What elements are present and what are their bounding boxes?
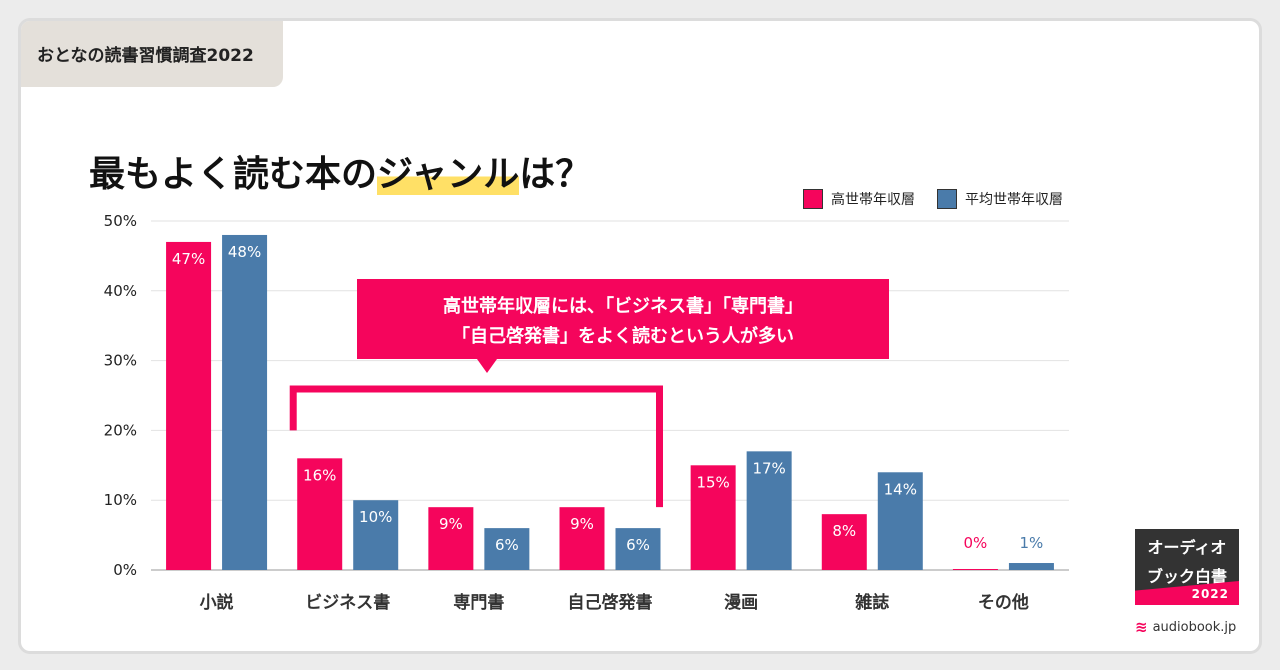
survey-tab: おとなの読書習慣調査2022	[21, 21, 283, 87]
category-label: 漫画	[724, 592, 758, 613]
category-label: 雑誌	[854, 592, 889, 613]
category-label: ビジネス書	[305, 592, 390, 613]
legend-item-high-income: 高世帯年収層	[803, 189, 915, 209]
brand-label: audiobook.jp	[1152, 619, 1237, 635]
legend-swatch-high-income	[803, 189, 823, 209]
category-label: その他	[978, 592, 1029, 613]
bar	[166, 241, 212, 570]
callout-line-1: 高世帯年収層には、「ビジネス書」「専門書」	[443, 296, 803, 317]
data-label: 9%	[570, 515, 594, 533]
data-label: 8%	[832, 522, 856, 540]
bar	[1008, 563, 1054, 570]
bar	[615, 528, 661, 570]
data-label: 10%	[359, 508, 392, 526]
brand-footer: ≋ audiobook.jp	[1135, 618, 1236, 636]
bar	[559, 507, 605, 570]
data-label: 1%	[1020, 534, 1044, 552]
legend: 高世帯年収層 平均世帯年収層	[803, 189, 1063, 209]
data-label: 47%	[172, 250, 205, 268]
bar	[821, 514, 867, 570]
bar-chart: 0% 10% 20% 30% 40% 50% 47% 48% 小説 16% 10% ビジネス書 9% 6%…	[104, 212, 1069, 613]
chart-card: おとなの読書習慣調査2022 最もよく読む本のジャンルは？ 高世帯年収層 平均世…	[18, 18, 1262, 654]
data-label: 0%	[964, 534, 988, 552]
bar	[746, 451, 792, 570]
callout-pointer	[477, 359, 497, 373]
y-tick-label: 50%	[104, 212, 137, 230]
title-post: は？	[519, 154, 592, 195]
y-tick-label: 30%	[104, 352, 137, 370]
category-label: 小説	[200, 592, 234, 613]
badge-top: オーディオ ブック白書	[1135, 529, 1239, 591]
legend-item-average-income: 平均世帯年収層	[937, 189, 1063, 209]
callout-line-2: 「自己啓発書」をよく読むという人が多い	[452, 326, 794, 347]
data-label: 14%	[884, 480, 917, 498]
chart-title: 最もよく読む本のジャンルは？	[89, 145, 591, 197]
data-label: 16%	[303, 466, 336, 484]
callout-box: 高世帯年収層には、「ビジネス書」「専門書」 「自己啓発書」をよく読むという人が多…	[357, 279, 889, 359]
y-tick-label: 0%	[113, 561, 137, 579]
y-tick-label: 40%	[104, 282, 137, 300]
title-highlight: ジャンル	[377, 154, 520, 195]
data-label: 17%	[752, 459, 785, 477]
data-label: 9%	[439, 515, 463, 533]
bar	[690, 465, 736, 570]
bar	[484, 528, 530, 570]
bar	[222, 234, 268, 570]
data-label: 6%	[495, 536, 519, 554]
badge-year: 2022	[1191, 587, 1229, 601]
data-label: 6%	[626, 536, 650, 554]
bar	[353, 500, 399, 570]
legend-label-average-income: 平均世帯年収層	[965, 192, 1063, 208]
data-label: 48%	[228, 243, 261, 261]
badge-line-1: オーディオ	[1147, 538, 1227, 557]
y-tick-label: 10%	[104, 491, 137, 509]
data-label: 15%	[696, 473, 729, 491]
bar	[428, 507, 474, 570]
category-label: 自己啓発書	[568, 592, 653, 613]
y-tick-label: 20%	[104, 421, 137, 439]
legend-swatch-average-income	[937, 189, 957, 209]
bar	[877, 472, 923, 570]
badge-line-2: ブック白書	[1146, 567, 1227, 586]
audiobook-whitepaper-badge: オーディオ ブック白書 2022	[1135, 529, 1239, 611]
category-label: 専門書	[453, 592, 504, 613]
bar	[952, 569, 998, 570]
bar	[297, 458, 343, 570]
book-stack-icon: ≋	[1135, 618, 1148, 636]
title-pre: 最もよく読む本の	[89, 154, 378, 195]
group-bracket	[289, 385, 663, 508]
survey-label: おとなの読書習慣調査2022	[37, 46, 254, 66]
legend-label-high-income: 高世帯年収層	[831, 192, 915, 208]
